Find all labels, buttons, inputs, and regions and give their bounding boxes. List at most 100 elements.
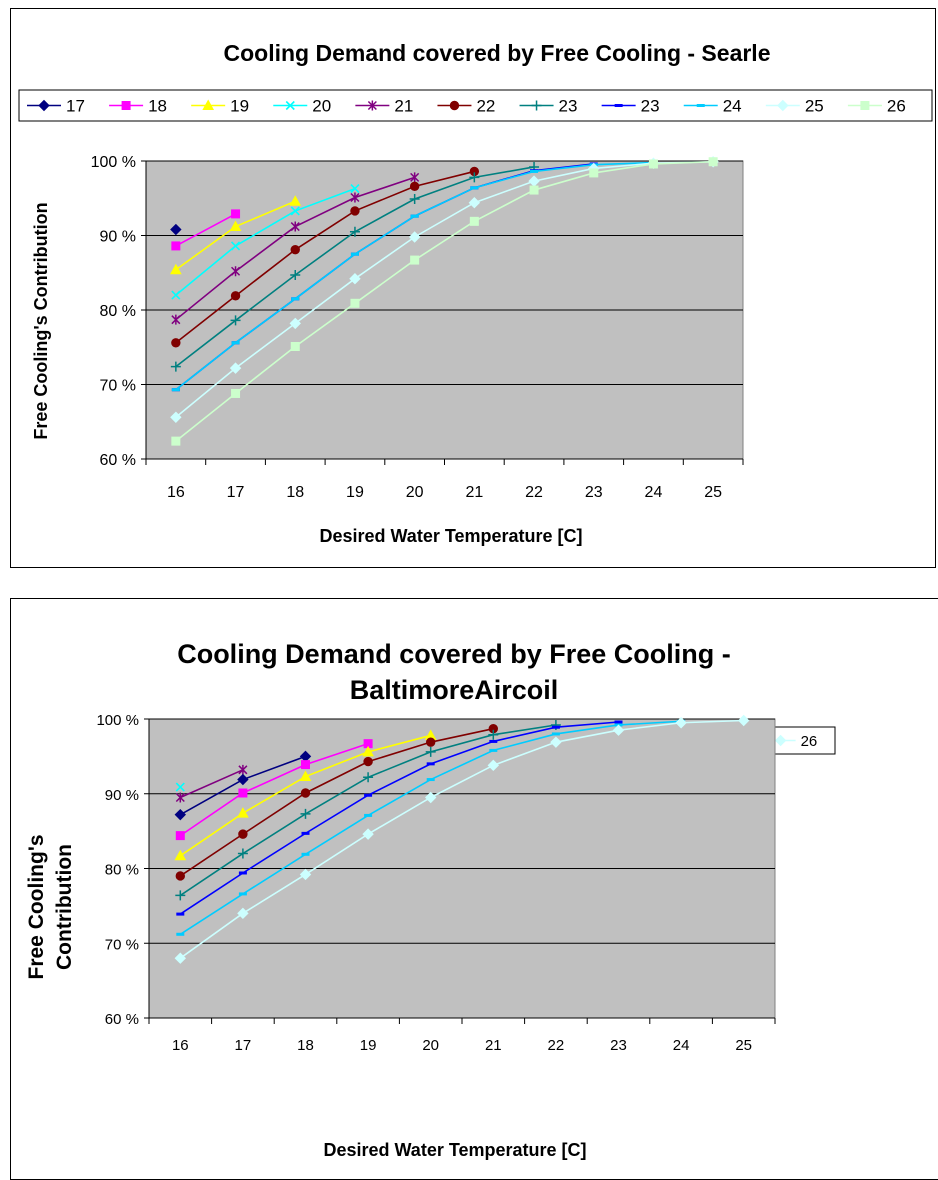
data-point bbox=[290, 221, 300, 232]
data-point bbox=[231, 266, 241, 277]
data-point bbox=[362, 828, 374, 840]
series-17 bbox=[170, 223, 182, 236]
data-point bbox=[171, 388, 180, 392]
data-point bbox=[301, 831, 310, 835]
data-point bbox=[229, 220, 242, 232]
x-tick-label: 22 bbox=[525, 484, 543, 501]
data-point bbox=[238, 829, 248, 839]
legend-item: 26 bbox=[847, 96, 906, 115]
series-22 bbox=[175, 724, 498, 881]
y-tick-label: 100 % bbox=[91, 154, 136, 171]
data-point bbox=[229, 362, 242, 374]
data-point bbox=[469, 216, 479, 226]
x-tick-label: 24 bbox=[645, 484, 663, 501]
chart-title: Cooling Demand covered by Free Cooling - bbox=[177, 639, 731, 669]
data-point bbox=[363, 772, 374, 783]
data-point bbox=[614, 720, 623, 724]
chart-searle: Cooling Demand covered by Free Cooling -… bbox=[18, 40, 933, 546]
legend-marker bbox=[860, 101, 870, 110]
chart-panel-searle: Cooling Demand covered by Free Cooling -… bbox=[10, 8, 936, 568]
legend-marker bbox=[367, 100, 377, 111]
data-point bbox=[551, 732, 560, 736]
data-point bbox=[350, 192, 360, 203]
data-point bbox=[290, 244, 300, 255]
legend-item: 22 bbox=[437, 96, 495, 115]
legend-label: 23 bbox=[641, 96, 660, 115]
data-point bbox=[174, 952, 187, 964]
data-point bbox=[289, 317, 301, 330]
series-21 bbox=[174, 729, 437, 861]
legend-item: 26 bbox=[765, 733, 817, 750]
data-point bbox=[530, 169, 539, 173]
data-point bbox=[529, 185, 539, 195]
x-tick-label: 18 bbox=[286, 484, 304, 501]
legend-label: 19 bbox=[230, 96, 249, 115]
data-point bbox=[363, 756, 373, 767]
data-point bbox=[300, 788, 311, 798]
y-tick-label: 80 % bbox=[100, 303, 136, 320]
legend-label: 24 bbox=[723, 96, 742, 115]
x-tick-label: 17 bbox=[227, 484, 245, 501]
chart-title: Cooling Demand covered by Free Cooling -… bbox=[223, 40, 770, 66]
series-line bbox=[175, 187, 356, 296]
data-point bbox=[174, 808, 187, 821]
data-point bbox=[409, 193, 420, 204]
data-point bbox=[487, 759, 500, 772]
data-point bbox=[175, 871, 186, 881]
legend-label: 17 bbox=[66, 96, 85, 115]
data-point bbox=[589, 168, 599, 178]
series-line bbox=[179, 742, 369, 837]
data-point bbox=[299, 868, 312, 881]
legend-marker bbox=[531, 100, 542, 111]
data-point bbox=[290, 342, 300, 352]
legend-item: 23 bbox=[601, 96, 660, 115]
x-tick-label: 17 bbox=[235, 1037, 252, 1054]
series-19 bbox=[174, 750, 312, 821]
data-point bbox=[410, 214, 419, 218]
x-tick-label: 21 bbox=[485, 1037, 502, 1054]
y-tick-label: 100 % bbox=[96, 712, 139, 729]
plot-area: 60 % 70 % 80 % 90 % 100 % 16 17 18 19 20 21 22 23 24 2… bbox=[96, 712, 776, 1054]
legend-marker bbox=[449, 100, 460, 111]
legend-label: 18 bbox=[148, 96, 167, 115]
legend-item: 21 bbox=[355, 96, 413, 115]
x-tick-label: 16 bbox=[167, 484, 185, 501]
data-point bbox=[170, 223, 182, 236]
data-point bbox=[708, 157, 718, 167]
data-point bbox=[648, 159, 658, 169]
data-point bbox=[409, 181, 420, 192]
data-point bbox=[290, 206, 300, 216]
x-tick-label: 16 bbox=[172, 1037, 189, 1054]
series-line bbox=[179, 719, 744, 959]
x-tick-label: 22 bbox=[548, 1037, 565, 1054]
legend-item: 19 bbox=[191, 96, 249, 115]
data-point bbox=[176, 932, 185, 936]
series-line bbox=[179, 727, 494, 877]
data-point bbox=[410, 255, 420, 265]
plot-area: 60 % 70 % 80 % 90 % 100 % 16 17 18 19 20 21 22 23 24 2… bbox=[91, 154, 744, 501]
y-tick-label: 90 % bbox=[100, 229, 136, 246]
data-point bbox=[291, 297, 300, 301]
data-point bbox=[237, 848, 248, 859]
data-point bbox=[426, 737, 436, 747]
series-26 bbox=[174, 714, 750, 964]
x-axis-title: Desired Water Temperature [C] bbox=[323, 1140, 586, 1160]
series-24 bbox=[176, 720, 623, 916]
data-point bbox=[426, 762, 435, 766]
data-point bbox=[289, 195, 302, 206]
x-tick-label: 19 bbox=[346, 484, 364, 501]
chart-title-line2: BaltimoreAircoil bbox=[350, 675, 559, 705]
legend-marker bbox=[285, 100, 295, 111]
data-point bbox=[737, 714, 750, 727]
data-point bbox=[301, 760, 310, 770]
series-20 bbox=[175, 739, 373, 841]
data-point bbox=[290, 269, 301, 280]
chart-baltimore: Cooling Demand covered by Free Cooling -… bbox=[25, 639, 836, 1160]
data-point bbox=[171, 436, 181, 446]
data-point bbox=[299, 770, 312, 782]
legend-marker bbox=[38, 99, 50, 112]
data-point bbox=[171, 314, 181, 325]
legend-marker bbox=[614, 104, 623, 107]
data-point bbox=[230, 315, 241, 326]
series-22 bbox=[171, 166, 480, 348]
